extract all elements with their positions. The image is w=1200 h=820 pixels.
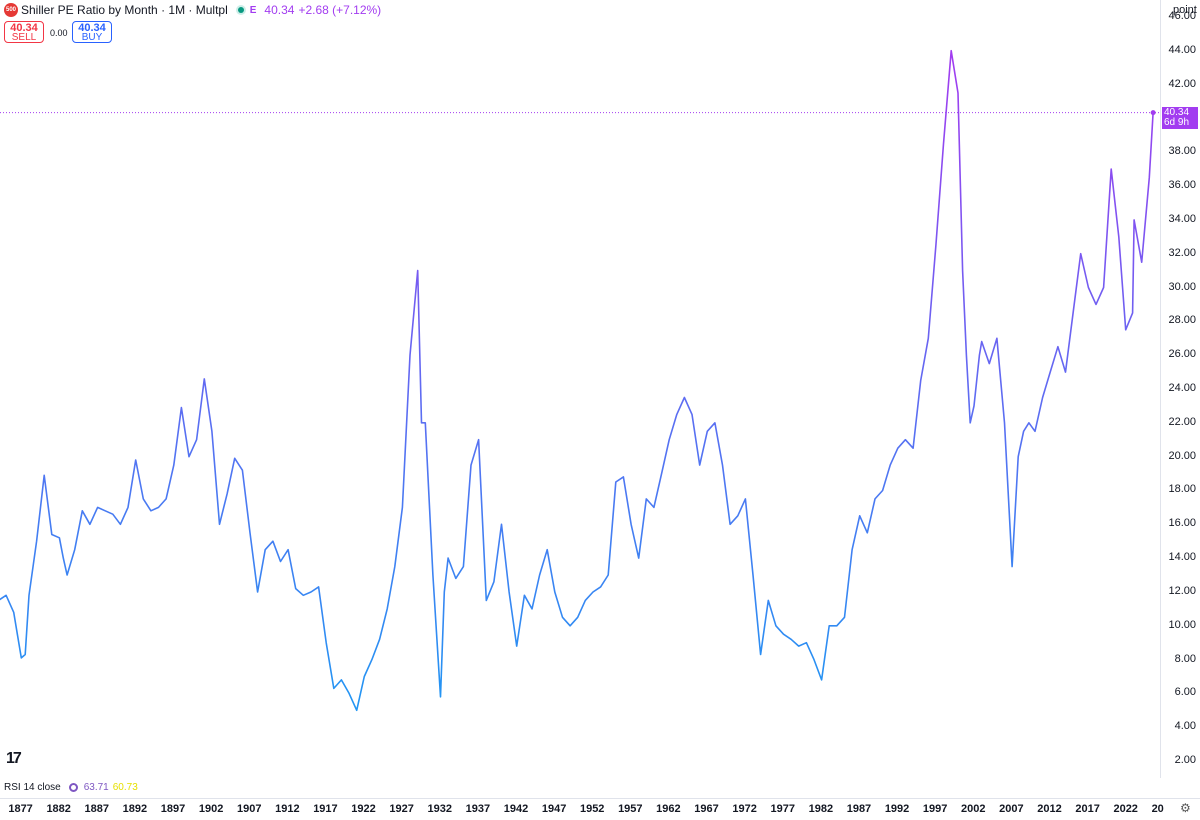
price-tick-label: 2.00 (1174, 754, 1196, 767)
last-price-tag-value: 40.34 (1164, 106, 1190, 118)
time-tick-label: 1982 (808, 803, 834, 815)
price-tick-label: 6.00 (1174, 686, 1196, 699)
price-tick-label: 34.00 (1168, 212, 1196, 225)
price-tick-label: 16.00 (1168, 517, 1196, 530)
rsi-indicator-legend[interactable]: RSI 14 close 63.71 60.73 (4, 780, 138, 794)
rsi-value: 63.71 (83, 781, 109, 793)
time-tick-label: 1877 (8, 803, 33, 815)
price-tick-label: 12.00 (1168, 584, 1196, 597)
time-axis[interactable]: 1877 1882 1887 1892 1897 1902 1907 1912 1917 1922… (0, 798, 1200, 820)
price-tick-label: 44.00 (1168, 43, 1196, 56)
price-tick-label: 20.00 (1168, 449, 1196, 462)
rsi-name[interactable]: RSI 14 close (4, 781, 61, 793)
time-tick-label: 1967 (694, 803, 719, 815)
time-tick-label: 2022 (1113, 803, 1138, 815)
last-price-tag: 40.34 6d 9h (1162, 106, 1198, 129)
price-tick-label: 22.00 (1168, 415, 1196, 428)
price-tick-label: 26.00 (1168, 348, 1196, 361)
spread-value: 0.00 (50, 28, 68, 38)
time-tick-label: 2017 (1075, 803, 1100, 815)
price-tick-label: 24.00 (1168, 382, 1196, 394)
sell-price: 40.34 (10, 22, 38, 34)
header-last-price: 40.34 (264, 3, 295, 17)
last-point-marker (1150, 110, 1156, 116)
time-tick-label: 1972 (732, 803, 757, 815)
time-tick-label: 1912 (275, 803, 300, 815)
time-tick-label: 2002 (961, 803, 986, 815)
indicator-loading-icon (68, 782, 78, 792)
last-price-tag-countdown: 6d 9h (1164, 116, 1190, 128)
time-tick-label: 20 (1151, 803, 1164, 815)
time-tick-label: 1962 (656, 803, 681, 815)
price-tick-label: 38.00 (1168, 145, 1196, 158)
time-tick-label: 1902 (198, 803, 224, 815)
time-tick-label: 2012 (1037, 803, 1062, 815)
buy-button[interactable]: 40.34 BUY (72, 21, 112, 43)
time-tick-label: 2007 (999, 803, 1024, 815)
price-chart[interactable] (0, 0, 1160, 778)
symbol-title[interactable]: Shiller PE Ratio by Month · 1M · Multpl (21, 3, 228, 17)
sell-label: SELL (11, 32, 37, 43)
chart-plot-area[interactable] (0, 0, 1160, 778)
time-tick-label: 1927 (389, 803, 414, 815)
price-tick-label: 28.00 (1168, 314, 1196, 327)
exchange-flag[interactable]: E (249, 4, 257, 16)
rsi-ma-value: 60.73 (112, 781, 138, 793)
price-tick-label: 18.00 (1168, 483, 1196, 496)
time-tick-label: 1922 (351, 803, 376, 815)
price-tick-label: 14.00 (1168, 551, 1196, 564)
time-tick-label: 1942 (503, 803, 529, 815)
sell-button[interactable]: 40.34 SELL (4, 21, 44, 43)
price-tick-label: 4.00 (1174, 720, 1196, 733)
header-change: +2.68 (+7.12%) (298, 3, 382, 17)
market-status-icon[interactable] (237, 7, 244, 13)
settings-gear-icon[interactable]: ⚙ (1180, 801, 1191, 815)
time-tick-label: 1937 (465, 803, 491, 815)
time-tick-label: 1997 (922, 803, 948, 815)
time-tick-label: 1992 (884, 803, 910, 815)
time-tick-label: 1917 (313, 803, 338, 815)
price-tick-label: 30.00 (1168, 280, 1196, 293)
time-tick-label: 1887 (84, 803, 110, 815)
price-tick-label: 32.00 (1168, 246, 1196, 259)
symbol-logo[interactable]: 500 (4, 3, 18, 17)
legend-header: 500 Shiller PE Ratio by Month · 1M · Mul… (4, 2, 381, 18)
price-axis[interactable]: point 46.0044.0042.0040.0038.0036.0034.0… (1160, 0, 1200, 778)
buy-label: BUY (81, 32, 103, 43)
price-tick-label: 8.00 (1174, 652, 1196, 665)
time-tick-label: 1882 (46, 803, 71, 815)
time-tick-label: 1987 (846, 803, 872, 815)
time-tick-label: 1957 (618, 803, 643, 815)
price-tick-label: 46.00 (1168, 9, 1196, 22)
time-tick-label: 1892 (122, 803, 148, 815)
price-axis-unit[interactable]: point (1173, 4, 1197, 16)
time-tick-label: 1952 (579, 803, 605, 815)
price-tick-label: 10.00 (1168, 618, 1196, 631)
series-line[interactable] (0, 49, 1154, 712)
buy-price: 40.34 (78, 22, 106, 34)
time-tick-label: 1897 (160, 803, 186, 815)
time-tick-label: 1977 (770, 803, 795, 815)
tradingview-logo-icon[interactable]: 17 (6, 750, 22, 767)
time-tick-label: 1907 (236, 803, 262, 815)
price-tick-label: 36.00 (1168, 179, 1196, 192)
price-tick-label: 42.00 (1168, 77, 1196, 90)
time-tick-label: 1947 (541, 803, 567, 815)
time-tick-label: 1932 (427, 803, 452, 815)
